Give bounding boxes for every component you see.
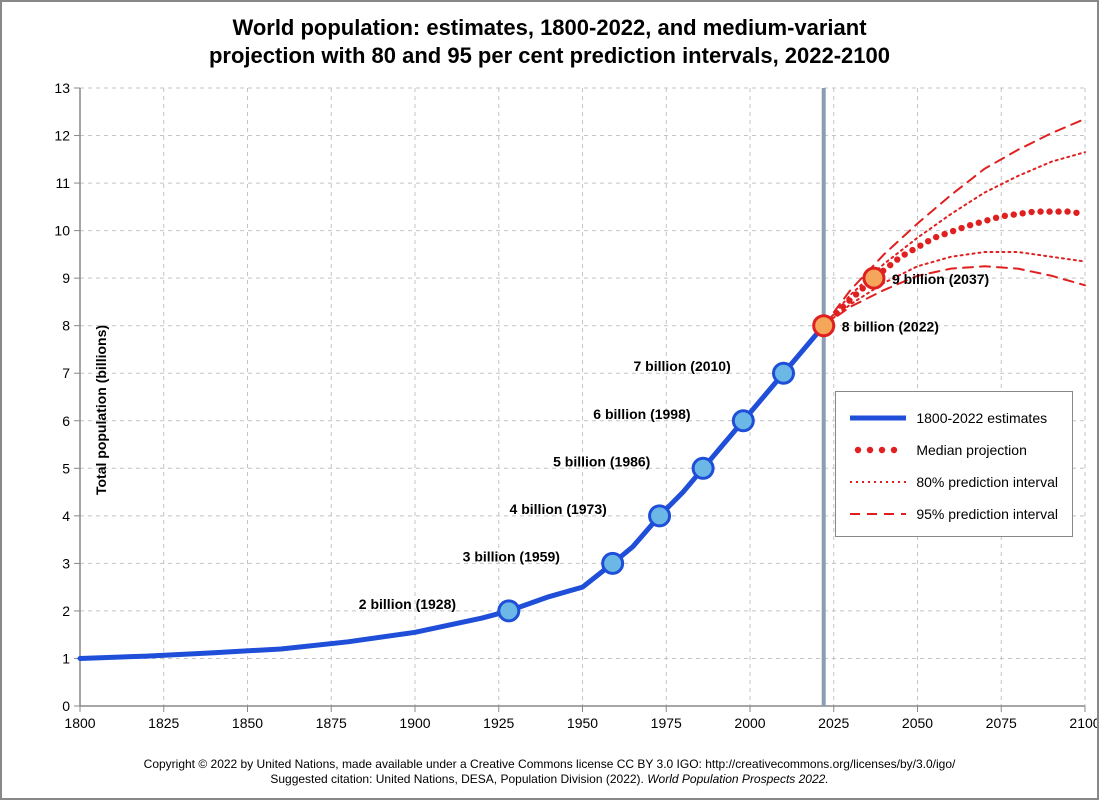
svg-text:1975: 1975 [651, 715, 682, 731]
legend-swatch-estimates [850, 408, 906, 428]
svg-text:13: 13 [54, 80, 70, 96]
svg-text:2 billion (1928): 2 billion (1928) [359, 596, 456, 612]
svg-text:12: 12 [54, 128, 70, 144]
svg-text:4: 4 [62, 508, 70, 524]
svg-text:1800: 1800 [64, 715, 95, 731]
svg-text:2: 2 [62, 603, 70, 619]
svg-text:2100: 2100 [1069, 715, 1097, 731]
legend: 1800-2022 estimates Median projection 80… [835, 391, 1073, 537]
svg-text:11: 11 [55, 175, 70, 191]
footer-line2-italic: World Population Prospects 2022. [647, 772, 828, 786]
svg-text:9: 9 [62, 270, 70, 286]
svg-text:1850: 1850 [232, 715, 263, 731]
chart-footer: Copyright © 2022 by United Nations, made… [2, 757, 1097, 788]
chart-area: Total population (billions) 012345678910… [2, 78, 1097, 742]
svg-text:4 billion (1973): 4 billion (1973) [510, 501, 607, 517]
chart-title-line1: World population: estimates, 1800-2022, … [42, 14, 1057, 42]
legend-label: Median projection [916, 442, 1027, 458]
svg-text:0: 0 [62, 698, 70, 714]
svg-text:3: 3 [62, 555, 70, 571]
legend-item-median: Median projection [850, 434, 1058, 466]
legend-label: 80% prediction interval [916, 474, 1058, 490]
legend-label: 95% prediction interval [916, 506, 1058, 522]
legend-item-95: 95% prediction interval [850, 498, 1058, 530]
svg-text:10: 10 [54, 223, 70, 239]
footer-line2-prefix: Suggested citation: United Nations, DESA… [270, 772, 647, 786]
chart-frame: World population: estimates, 1800-2022, … [0, 0, 1099, 800]
legend-swatch-median [850, 440, 906, 460]
svg-text:1925: 1925 [483, 715, 514, 731]
svg-text:2000: 2000 [734, 715, 765, 731]
svg-text:7 billion (2010): 7 billion (2010) [634, 358, 731, 374]
svg-text:3 billion (1959): 3 billion (1959) [463, 548, 560, 564]
svg-text:8: 8 [62, 318, 70, 334]
footer-line2: Suggested citation: United Nations, DESA… [2, 772, 1097, 788]
svg-text:1825: 1825 [148, 715, 179, 731]
svg-text:1950: 1950 [567, 715, 598, 731]
legend-label: 1800-2022 estimates [916, 410, 1047, 426]
legend-item-estimates: 1800-2022 estimates [850, 402, 1058, 434]
chart-title: World population: estimates, 1800-2022, … [2, 2, 1097, 69]
svg-text:5 billion (1986): 5 billion (1986) [553, 453, 650, 469]
chart-title-line2: projection with 80 and 95 per cent predi… [42, 42, 1057, 70]
y-axis-label: Total population (billions) [93, 325, 109, 495]
footer-line1: Copyright © 2022 by United Nations, made… [2, 757, 1097, 773]
svg-text:1900: 1900 [399, 715, 430, 731]
legend-swatch-80 [850, 472, 906, 492]
svg-text:7: 7 [62, 365, 70, 381]
legend-item-80: 80% prediction interval [850, 466, 1058, 498]
svg-text:6 billion (1998): 6 billion (1998) [593, 406, 690, 422]
svg-text:1: 1 [62, 650, 70, 666]
svg-text:2075: 2075 [986, 715, 1017, 731]
legend-swatch-95 [850, 504, 906, 524]
svg-text:9 billion (2037): 9 billion (2037) [892, 271, 989, 287]
svg-text:6: 6 [62, 413, 70, 429]
svg-text:5: 5 [62, 460, 70, 476]
svg-text:1875: 1875 [316, 715, 347, 731]
svg-text:8 billion (2022): 8 billion (2022) [842, 319, 939, 335]
svg-text:2050: 2050 [902, 715, 933, 731]
svg-text:2025: 2025 [818, 715, 849, 731]
